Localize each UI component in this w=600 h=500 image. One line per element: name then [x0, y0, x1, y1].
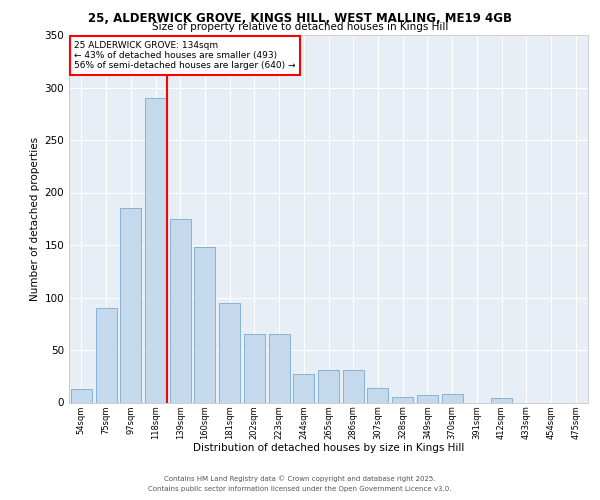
- Bar: [95, 308, 116, 402]
- X-axis label: Distribution of detached houses by size in Kings Hill: Distribution of detached houses by size …: [193, 444, 464, 454]
- Bar: [417, 395, 438, 402]
- Text: 25, ALDERWICK GROVE, KINGS HILL, WEST MALLING, ME19 4GB: 25, ALDERWICK GROVE, KINGS HILL, WEST MA…: [88, 12, 512, 26]
- Bar: [219, 302, 240, 402]
- Bar: [71, 389, 92, 402]
- Bar: [293, 374, 314, 402]
- Bar: [442, 394, 463, 402]
- Bar: [491, 398, 512, 402]
- Bar: [392, 397, 413, 402]
- Bar: [145, 98, 166, 402]
- Y-axis label: Number of detached properties: Number of detached properties: [30, 136, 40, 301]
- Bar: [343, 370, 364, 402]
- Bar: [269, 334, 290, 402]
- Bar: [194, 247, 215, 402]
- Bar: [367, 388, 388, 402]
- Text: Contains public sector information licensed under the Open Government Licence v3: Contains public sector information licen…: [148, 486, 452, 492]
- Bar: [244, 334, 265, 402]
- Text: 25 ALDERWICK GROVE: 134sqm
← 43% of detached houses are smaller (493)
56% of sem: 25 ALDERWICK GROVE: 134sqm ← 43% of deta…: [74, 40, 296, 70]
- Bar: [170, 219, 191, 402]
- Text: Size of property relative to detached houses in Kings Hill: Size of property relative to detached ho…: [152, 22, 448, 32]
- Bar: [120, 208, 141, 402]
- Bar: [318, 370, 339, 402]
- Text: Contains HM Land Registry data © Crown copyright and database right 2025.: Contains HM Land Registry data © Crown c…: [164, 475, 436, 482]
